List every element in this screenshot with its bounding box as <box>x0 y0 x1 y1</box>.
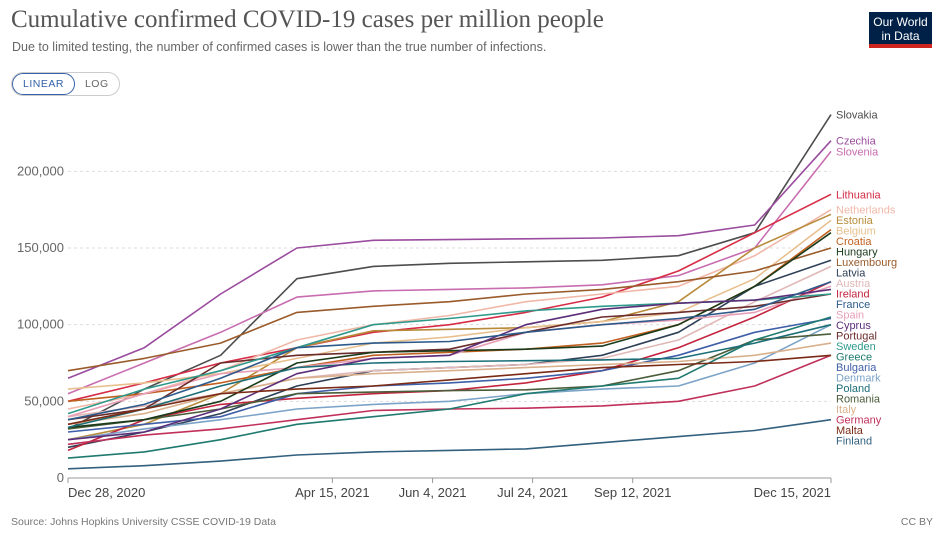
series-line <box>67 140 832 380</box>
series-label: France <box>836 299 870 311</box>
series-line <box>67 193 832 403</box>
series-label: Denmark <box>836 373 881 385</box>
series-line <box>67 418 832 470</box>
series-label: Lithuania <box>836 189 882 201</box>
series-label: Estonia <box>836 215 874 227</box>
series-line <box>67 288 832 441</box>
series-label: Latvia <box>836 268 866 280</box>
x-tick-label: Sep 12, 2021 <box>594 485 671 500</box>
y-tick-label: 0 <box>57 470 64 485</box>
series-label: Poland <box>836 383 870 395</box>
line-chart: 0 50,000 100,000 150,000 200,000 Dec 28, 2020… <box>17 110 897 500</box>
series-label: Slovenia <box>836 146 879 158</box>
series-label: Romania <box>836 394 881 406</box>
series-line <box>67 333 832 430</box>
y-tick-label: 50,000 <box>24 393 64 408</box>
owid-logo[interactable]: Our World in Data <box>869 12 932 48</box>
series-line <box>67 317 832 433</box>
series-line <box>67 265 832 418</box>
series-label: Finland <box>836 436 872 448</box>
series-line <box>67 213 832 441</box>
series-line <box>67 323 832 429</box>
series-label: Netherlands <box>836 205 896 217</box>
series-label: Greece <box>836 352 872 364</box>
series-label: Bulgaria <box>836 362 877 374</box>
series-label: Italy <box>836 404 857 416</box>
series-label: Ireland <box>836 289 870 301</box>
series-label: Portugal <box>836 331 877 343</box>
series-line <box>67 232 832 429</box>
series-label: Austria <box>836 278 871 290</box>
series-label: Hungary <box>836 247 878 259</box>
x-tick-label: Jul 24, 2021 <box>497 485 568 500</box>
y-tick-label: 200,000 <box>17 163 64 178</box>
x-tick-label: Dec 15, 2021 <box>754 485 831 500</box>
scale-toggle: LINEAR LOG <box>11 72 120 96</box>
linear-scale-button[interactable]: LINEAR <box>12 73 75 95</box>
x-tick-label: Jun 4, 2021 <box>399 485 467 500</box>
source-note[interactable]: Source: Johns Hopkins University CSSE CO… <box>11 516 276 528</box>
license-note[interactable]: CC BY <box>900 516 933 528</box>
series-label: Malta <box>836 425 864 437</box>
series-label: Croatia <box>836 236 872 248</box>
chart-subtitle: Due to limited testing, the number of co… <box>12 40 547 54</box>
series-line <box>67 247 832 372</box>
logo-line2: in Data <box>881 29 920 43</box>
series-line <box>67 259 832 449</box>
series-label: Czechia <box>836 136 877 148</box>
series-label: Belgium <box>836 226 876 238</box>
series-line <box>67 323 832 441</box>
series-label: Germany <box>836 415 882 427</box>
series-label: Spain <box>836 310 864 322</box>
logo-line1: Our World <box>873 15 928 29</box>
series-line <box>67 342 832 426</box>
y-tick-label: 150,000 <box>17 240 64 255</box>
series-line <box>67 354 832 426</box>
series-line <box>67 150 832 395</box>
series-label: Sweden <box>836 341 876 353</box>
x-tick-label: Apr 15, 2021 <box>295 485 369 500</box>
series-label: Cyprus <box>836 320 871 332</box>
series-label: Luxembourg <box>836 257 897 269</box>
series-line <box>67 114 832 430</box>
series-line <box>67 293 832 421</box>
chart-title: Cumulative confirmed COVID-19 cases per … <box>11 6 604 33</box>
series-line <box>67 293 832 415</box>
series-line <box>67 280 832 421</box>
log-scale-button[interactable]: LOG <box>84 78 109 90</box>
series-label: Slovakia <box>836 110 878 122</box>
x-tick-label: Dec 28, 2020 <box>68 485 145 500</box>
series-line <box>67 316 832 459</box>
y-tick-label: 100,000 <box>17 317 64 332</box>
